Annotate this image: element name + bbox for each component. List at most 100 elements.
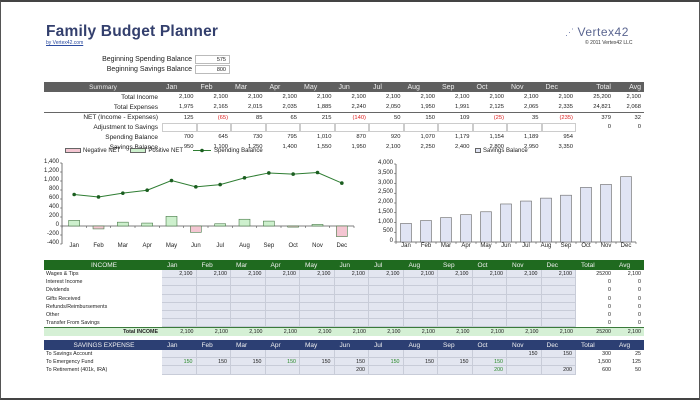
income-input-cell[interactable]: [265, 294, 300, 303]
income-input-cell[interactable]: 2,100: [541, 270, 576, 279]
income-input-cell[interactable]: 2,100: [438, 270, 473, 279]
savings-input-cell[interactable]: [403, 350, 438, 359]
income-input-cell[interactable]: [541, 302, 576, 311]
adjustment-input[interactable]: [403, 122, 438, 132]
adjustment-input[interactable]: [196, 122, 231, 132]
income-input-cell[interactable]: [196, 278, 231, 287]
savings-input-cell[interactable]: 150: [196, 358, 231, 367]
beginning-spending-input[interactable]: 575: [195, 55, 230, 64]
savings-input-cell[interactable]: [403, 366, 438, 375]
savings-input-cell[interactable]: 200: [541, 366, 576, 375]
income-input-cell[interactable]: [472, 302, 507, 311]
savings-input-cell[interactable]: [162, 366, 197, 375]
income-input-cell[interactable]: [369, 319, 404, 328]
savings-input-cell[interactable]: [196, 366, 231, 375]
income-input-cell[interactable]: [196, 302, 231, 311]
savings-input-cell[interactable]: [334, 350, 369, 359]
savings-input-cell[interactable]: 150: [541, 350, 576, 359]
income-input-cell[interactable]: [231, 310, 266, 320]
savings-input-cell[interactable]: [507, 358, 542, 367]
income-input-cell[interactable]: [162, 286, 197, 295]
income-input-cell[interactable]: [265, 302, 300, 311]
income-input-cell[interactable]: [438, 302, 473, 311]
income-input-cell[interactable]: [507, 302, 542, 311]
income-input-cell[interactable]: [231, 319, 266, 328]
income-input-cell[interactable]: [507, 278, 542, 287]
savings-input-cell[interactable]: 200: [334, 366, 369, 375]
income-input-cell[interactable]: [472, 286, 507, 295]
income-input-cell[interactable]: [369, 294, 404, 303]
adjustment-input[interactable]: [162, 122, 197, 132]
income-input-cell[interactable]: [162, 278, 197, 287]
income-input-cell[interactable]: [438, 319, 473, 328]
income-input-cell[interactable]: [265, 278, 300, 287]
income-input-cell[interactable]: [265, 310, 300, 320]
income-input-cell[interactable]: [334, 278, 369, 287]
income-input-cell[interactable]: [300, 319, 335, 328]
income-input-cell[interactable]: [472, 278, 507, 287]
income-input-cell[interactable]: [507, 286, 542, 295]
adjustment-input[interactable]: [334, 122, 369, 132]
savings-input-cell[interactable]: 200: [472, 366, 507, 375]
savings-input-cell[interactable]: [265, 366, 300, 375]
adjustment-input[interactable]: [265, 122, 300, 132]
savings-input-cell[interactable]: 150: [472, 358, 507, 367]
income-input-cell[interactable]: [162, 302, 197, 311]
income-input-cell[interactable]: [403, 319, 438, 328]
income-input-cell[interactable]: [300, 302, 335, 311]
income-input-cell[interactable]: [507, 319, 542, 328]
savings-input-cell[interactable]: [438, 366, 473, 375]
savings-input-cell[interactable]: 150: [300, 358, 335, 367]
income-input-cell[interactable]: [231, 286, 266, 295]
income-input-cell[interactable]: [265, 286, 300, 295]
income-input-cell[interactable]: [507, 294, 542, 303]
income-input-cell[interactable]: [196, 319, 231, 328]
income-input-cell[interactable]: [541, 278, 576, 287]
income-input-cell[interactable]: [541, 294, 576, 303]
adjustment-input[interactable]: [369, 122, 404, 132]
savings-input-cell[interactable]: [369, 366, 404, 375]
income-input-cell[interactable]: [369, 286, 404, 295]
income-input-cell[interactable]: [472, 319, 507, 328]
income-input-cell[interactable]: 2,100: [196, 270, 231, 279]
savings-input-cell[interactable]: 150: [231, 358, 266, 367]
income-input-cell[interactable]: [438, 294, 473, 303]
savings-input-cell[interactable]: [541, 358, 576, 367]
savings-input-cell[interactable]: 150: [162, 358, 197, 367]
income-input-cell[interactable]: [265, 319, 300, 328]
savings-input-cell[interactable]: 150: [403, 358, 438, 367]
adjustment-input[interactable]: [300, 122, 335, 132]
income-input-cell[interactable]: [369, 278, 404, 287]
savings-input-cell[interactable]: [196, 350, 231, 359]
income-input-cell[interactable]: [334, 294, 369, 303]
income-input-cell[interactable]: [472, 294, 507, 303]
income-input-cell[interactable]: 2,100: [231, 270, 266, 279]
income-input-cell[interactable]: [196, 294, 231, 303]
income-input-cell[interactable]: [438, 278, 473, 287]
income-input-cell[interactable]: 2,100: [162, 270, 197, 279]
income-input-cell[interactable]: [231, 278, 266, 287]
income-input-cell[interactable]: [162, 294, 197, 303]
income-input-cell[interactable]: [541, 319, 576, 328]
savings-input-cell[interactable]: 150: [507, 350, 542, 359]
income-input-cell[interactable]: [300, 294, 335, 303]
income-input-cell[interactable]: [300, 310, 335, 320]
income-input-cell[interactable]: [472, 310, 507, 320]
income-input-cell[interactable]: 2,100: [507, 270, 542, 279]
beginning-savings-input[interactable]: 800: [195, 65, 230, 74]
adjustment-input[interactable]: [472, 122, 507, 132]
income-input-cell[interactable]: [196, 286, 231, 295]
income-input-cell[interactable]: 2,100: [265, 270, 300, 279]
vertex42-link[interactable]: by Vertex42.com: [46, 40, 84, 46]
savings-input-cell[interactable]: [369, 350, 404, 359]
income-input-cell[interactable]: [403, 294, 438, 303]
income-input-cell[interactable]: 2,100: [472, 270, 507, 279]
income-input-cell[interactable]: [541, 286, 576, 295]
savings-input-cell[interactable]: 150: [438, 358, 473, 367]
income-input-cell[interactable]: [300, 286, 335, 295]
savings-input-cell[interactable]: 150: [369, 358, 404, 367]
savings-input-cell[interactable]: 150: [334, 358, 369, 367]
savings-input-cell[interactable]: [231, 366, 266, 375]
adjustment-input[interactable]: [438, 122, 473, 132]
savings-input-cell[interactable]: [300, 350, 335, 359]
